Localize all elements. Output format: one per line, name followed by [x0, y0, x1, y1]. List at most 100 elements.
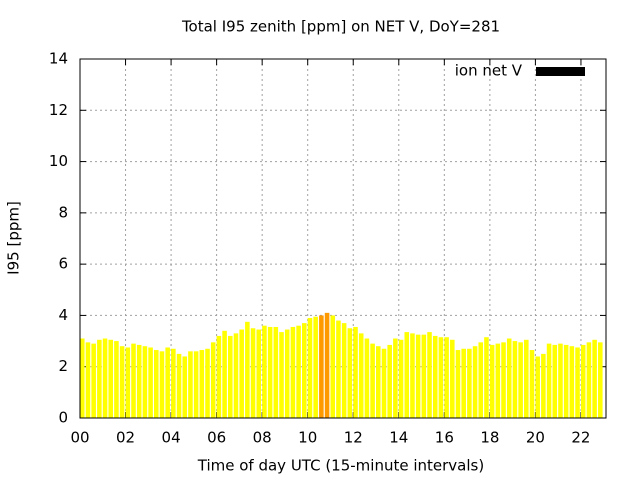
y-axis-label: I95 [ppm]: [5, 201, 23, 275]
x-tick-label: 14: [389, 429, 408, 447]
bar: [512, 341, 518, 418]
bar: [586, 342, 592, 418]
bar: [176, 353, 182, 418]
legend-swatch: [536, 67, 585, 76]
bar: [546, 343, 552, 418]
bar: [273, 326, 279, 418]
bar: [398, 339, 404, 418]
bar: [154, 350, 159, 418]
x-tick-label: 22: [571, 429, 590, 447]
bar: [381, 348, 387, 418]
y-tick-label: 14: [49, 50, 68, 68]
bar: [102, 338, 108, 418]
plot-frame: [79, 58, 607, 419]
bar: [296, 325, 301, 418]
bar: [233, 333, 239, 418]
bar: [444, 337, 449, 418]
bar: [330, 315, 336, 418]
bar: [80, 338, 85, 418]
bar: [472, 346, 478, 418]
bar: [415, 334, 421, 418]
y-tick-label: 10: [49, 152, 68, 170]
bar: [376, 346, 381, 418]
bar: [188, 351, 193, 418]
bar: [199, 350, 205, 418]
y-tick-label: 12: [49, 101, 68, 119]
x-axis-label: Time of day UTC (15-minute intervals): [197, 457, 484, 475]
bar: [91, 343, 96, 418]
bar: [114, 341, 119, 418]
bar: [119, 346, 125, 418]
bar: [484, 337, 489, 418]
y-tick-label: 4: [58, 306, 68, 324]
bar: [524, 339, 529, 418]
bar: [142, 346, 148, 418]
bar: [302, 323, 307, 418]
bar: [279, 332, 284, 418]
bar: [108, 339, 114, 418]
bar: [239, 329, 244, 418]
x-tick-label: 06: [207, 429, 226, 447]
bar: [438, 337, 444, 418]
bar: [569, 346, 575, 418]
x-tick-label: 16: [435, 429, 454, 447]
bar: [250, 328, 256, 418]
x-tick-label: 02: [116, 429, 135, 447]
y-tick-label: 0: [58, 409, 68, 427]
bar: [353, 326, 358, 418]
bar: [518, 342, 523, 418]
bar: [501, 342, 506, 418]
bar: [284, 329, 290, 418]
bar: [313, 316, 318, 418]
x-tick-label: 10: [298, 429, 317, 447]
bar: [478, 342, 484, 418]
bar: [210, 342, 216, 418]
bar: [228, 335, 233, 418]
x-tick-label: 18: [480, 429, 499, 447]
bar: [563, 344, 569, 418]
bar: [450, 339, 455, 418]
y-tick-label: 8: [58, 203, 68, 221]
bar: [421, 334, 427, 418]
bar: [455, 350, 461, 418]
bar: [182, 356, 188, 418]
legend-label: ion net V: [455, 62, 523, 80]
bar: [506, 338, 512, 418]
bar: [580, 344, 586, 418]
x-tick-label: 00: [70, 429, 89, 447]
bar: [341, 323, 347, 418]
bar: [216, 335, 222, 418]
bar: [85, 342, 91, 418]
bar: [125, 347, 131, 418]
bar: [370, 343, 375, 418]
bar: [193, 351, 199, 418]
bar: [467, 348, 472, 418]
bar: [541, 353, 546, 418]
bar: [364, 338, 370, 418]
chart-title: Total I95 zenith [ppm] on NET V, DoY=281: [181, 18, 500, 36]
bar: [558, 343, 563, 418]
bar: [575, 347, 580, 418]
bar: [347, 328, 353, 418]
bar: [495, 343, 501, 418]
x-tick-label: 08: [253, 429, 272, 447]
x-tick-label: 20: [526, 429, 545, 447]
bar: [592, 339, 597, 418]
bar: [336, 320, 341, 418]
bar: [319, 315, 324, 418]
bar: [393, 338, 398, 418]
bar: [598, 342, 603, 418]
bar: [97, 339, 102, 418]
bar: [535, 356, 540, 418]
y-tick-label: 2: [58, 357, 68, 375]
bar: [324, 312, 330, 418]
bar: [245, 321, 250, 418]
bar: [159, 351, 165, 418]
bar: [171, 348, 176, 418]
bar: [148, 347, 153, 418]
bar: [222, 330, 227, 418]
bar: [290, 326, 296, 418]
bar: [358, 333, 364, 418]
bar: [131, 343, 136, 418]
